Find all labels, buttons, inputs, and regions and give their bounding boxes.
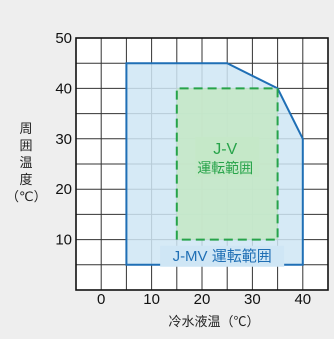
y-axis-label-char: （℃）	[6, 190, 47, 205]
region-label-jmv: J-MV 運転範囲	[173, 247, 272, 265]
x-axis-label: 冷水液温（℃）	[168, 314, 259, 329]
x-tick-label: 30	[244, 291, 261, 308]
y-axis-label-char: 温	[19, 156, 33, 171]
region-label-jv: J-V	[213, 141, 237, 158]
region-label-background	[160, 245, 285, 267]
x-tick-label: 10	[143, 291, 160, 308]
plot-border	[75, 37, 329, 291]
region-label-background	[195, 136, 260, 177]
region-label-jv: 運転範囲	[197, 160, 253, 176]
y-axis-label-char: 度	[19, 173, 33, 188]
y-axis-label-char: 周	[19, 122, 33, 137]
region-labels: J-V 運転範囲 J-MV 運転範囲	[160, 136, 285, 267]
x-tick-label: 0	[97, 291, 105, 308]
y-tick-label: 50	[55, 30, 72, 47]
x-tick-label: 40	[294, 291, 311, 308]
y-tick-label: 40	[55, 80, 72, 97]
y-tick-label: 20	[55, 181, 72, 198]
y-tick-label: 30	[55, 131, 72, 148]
x-tick-label: 20	[194, 291, 211, 308]
plot-frame	[75, 37, 329, 291]
y-tick-label: 10	[55, 232, 72, 249]
tick-labels: 0 10 20 30 40 10 20 30 40 50	[55, 30, 311, 308]
y-axis-label-char: 囲	[19, 139, 33, 154]
